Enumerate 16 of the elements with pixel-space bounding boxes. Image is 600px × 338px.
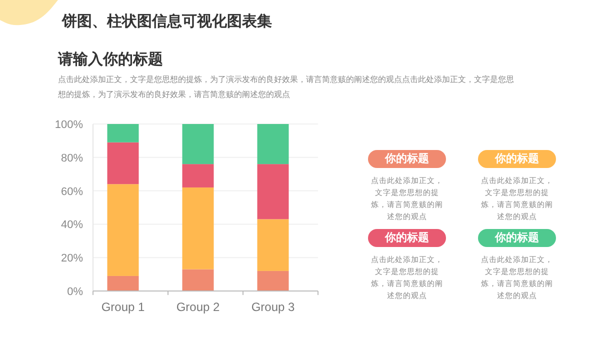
x-tick-label: Group 3 [251, 300, 296, 314]
y-tick-label: 20% [60, 252, 84, 265]
annotation: 点击此处添加正文，文字是您思想的提炼，为了演示发布的良好效果，请言简意赅的阐述您的观点点击此处添加正文，文字是您思想的提炼，为了演示发布的良好效果，请言简意赅的阐述您的观点 [58, 74, 515, 101]
subtitle: 请输入你的标题 [58, 50, 163, 69]
annotation: 你的标题 [478, 150, 556, 168]
y-tick-label: 40% [60, 219, 84, 232]
y-tick-label: 80% [60, 152, 84, 164]
annotation: 你的标题 [368, 229, 446, 247]
annotation: 你的标题 [478, 229, 556, 247]
annotation: 你的标题 [368, 150, 446, 168]
y-tick-label: 60% [60, 186, 84, 198]
y-tick-label: 100% [54, 119, 84, 131]
x-tick-label: Group 1 [101, 300, 146, 314]
title: 饼图、柱状图信息可视化图表集 [62, 12, 272, 31]
x-tick-label: Group 2 [176, 300, 220, 314]
y-tick-label: 0% [67, 286, 84, 298]
